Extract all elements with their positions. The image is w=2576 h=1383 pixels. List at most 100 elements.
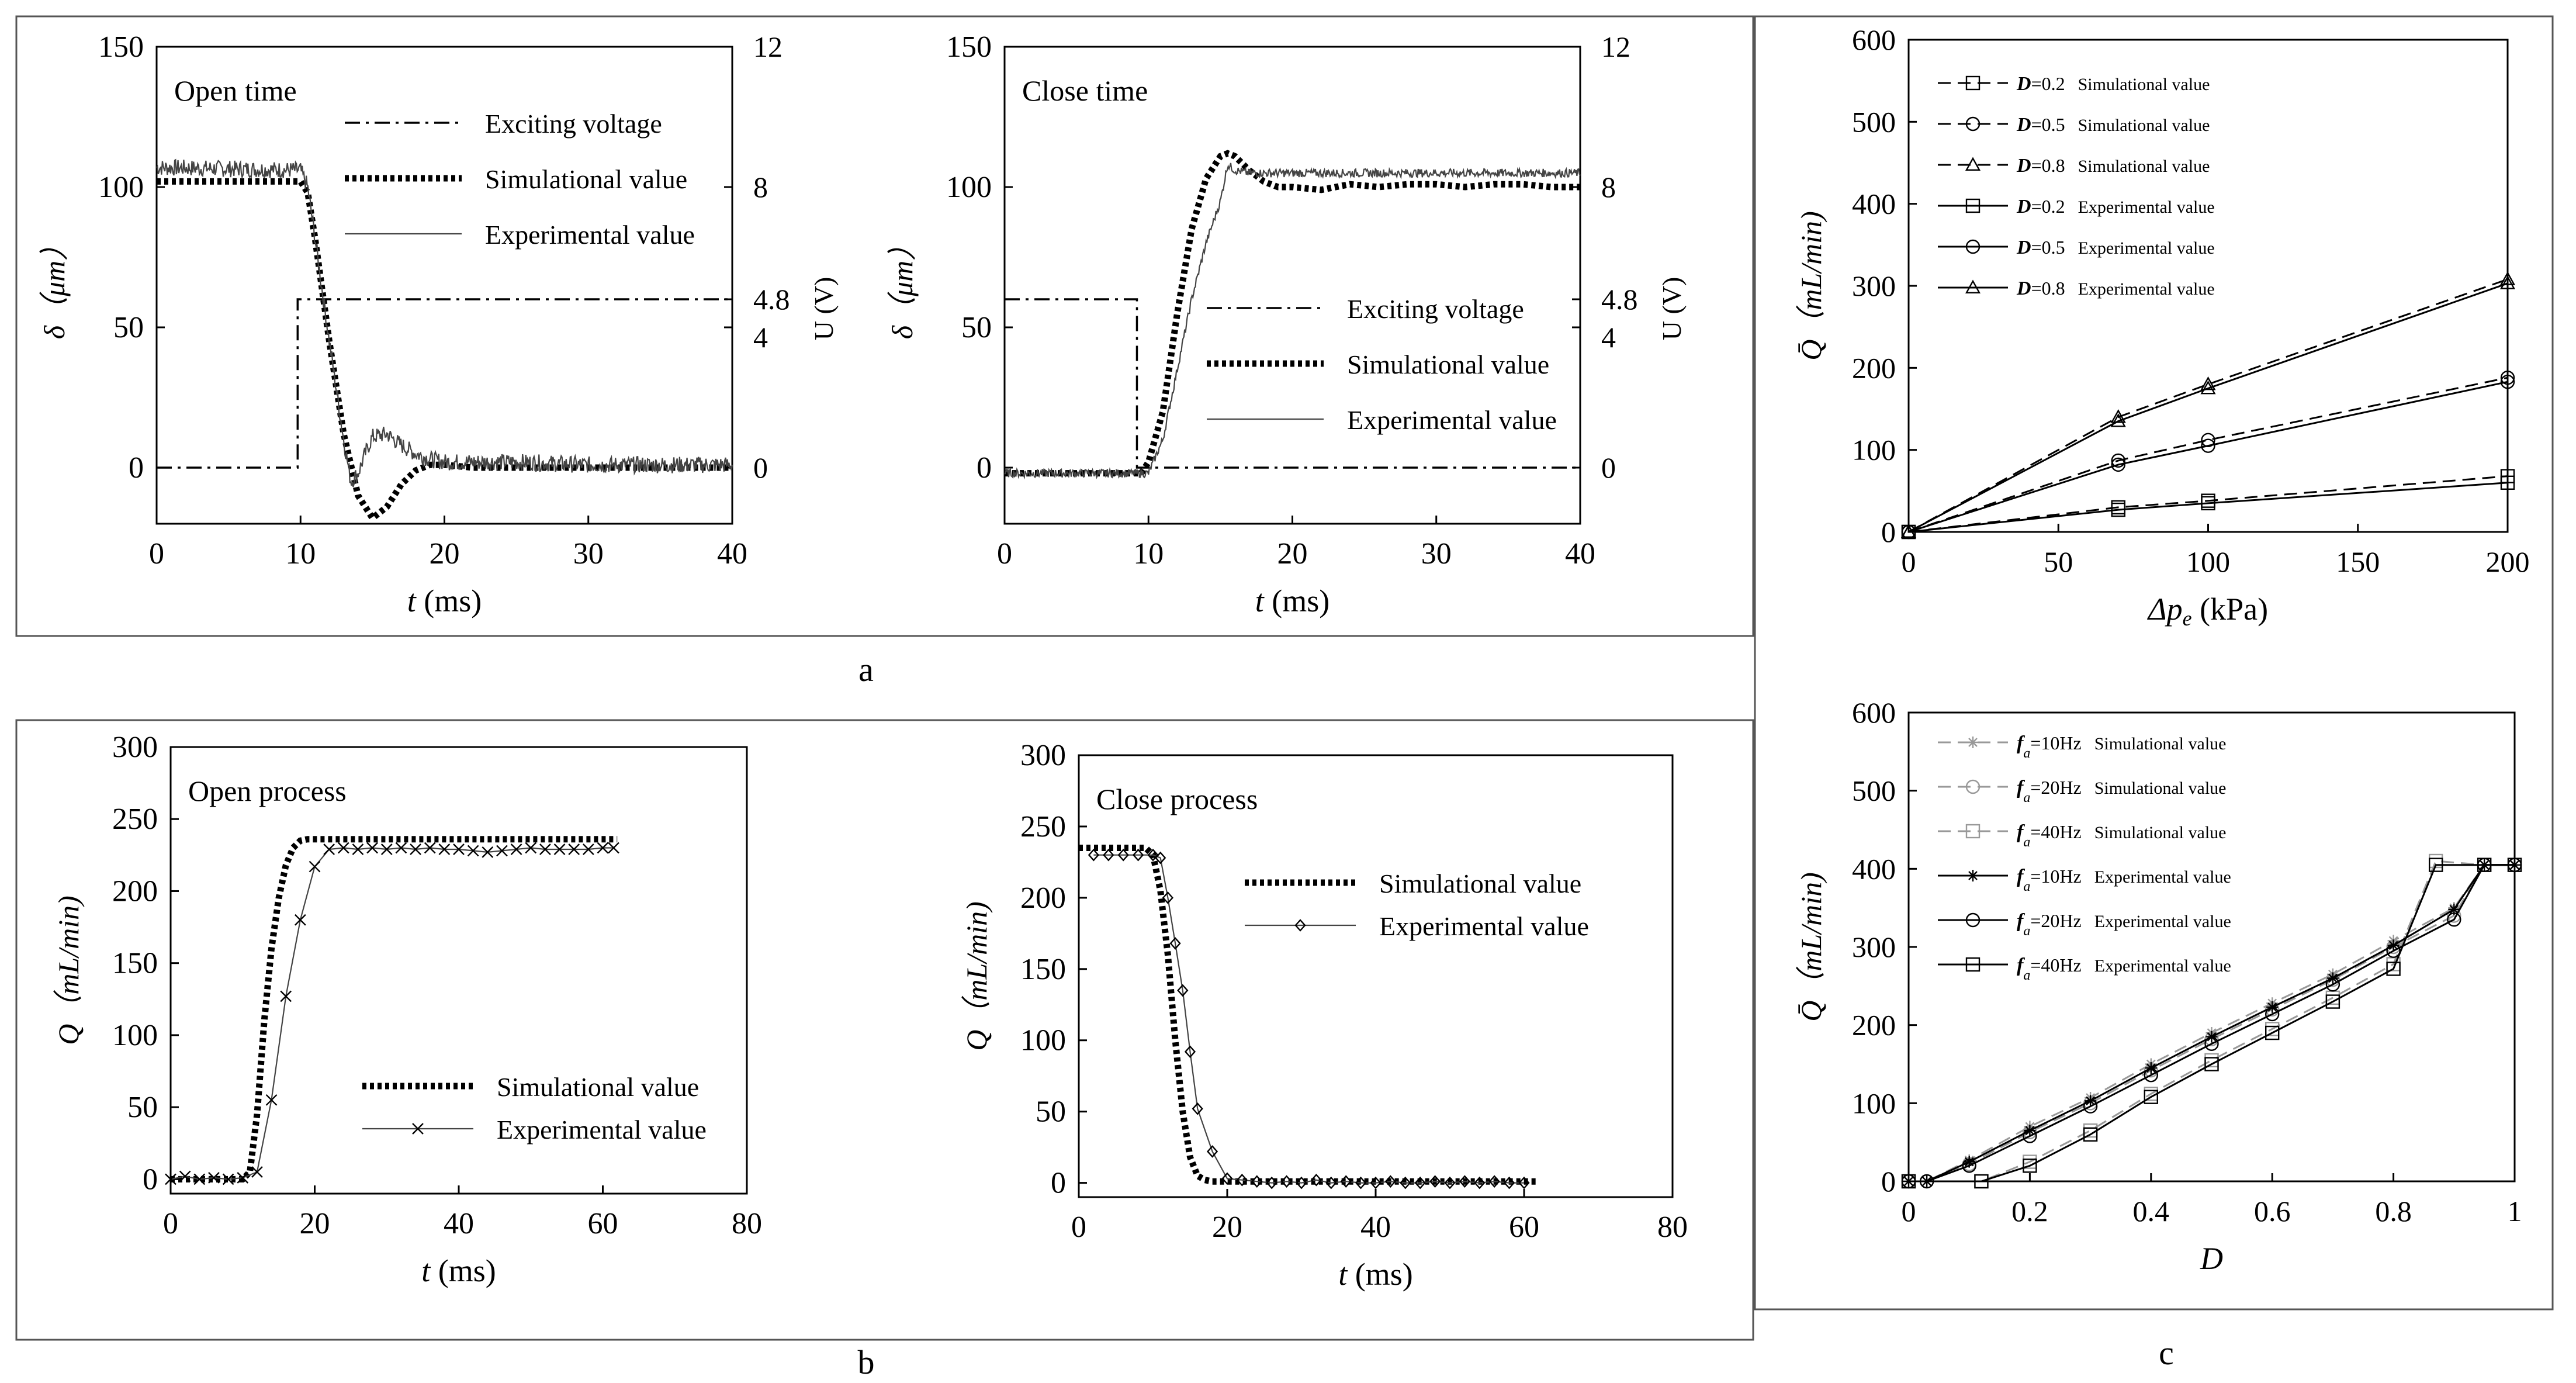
data-point-8 [2386, 962, 2401, 976]
data-point-2 [2201, 438, 2215, 453]
data-point-legend [1965, 116, 1981, 132]
y-tick-label: 300 [1852, 931, 1896, 963]
data-point-9 [295, 914, 306, 926]
x-tick-label: 30 [1421, 537, 1452, 571]
x-tick-label: 1 [2508, 1195, 2522, 1228]
series-a1-0 [157, 298, 732, 469]
y-tick-label: 200 [1852, 1009, 1896, 1042]
chart-a1: 0 10 20 30 40 0 50 100 150 0 4 4.8 8 12 U (V) t (ms) δ（μ… [38, 30, 839, 618]
data-point-24 [1400, 1176, 1411, 1190]
y-tick-label: 600 [1852, 696, 1896, 729]
series-c1-5 [1900, 275, 2516, 538]
data-point-18 [424, 842, 436, 854]
legend-entry: Experimental value [485, 220, 695, 250]
legend-entry: D=0.2 Simulational value [2016, 73, 2210, 95]
data-point-15 [380, 843, 393, 855]
series-a2-0 [1005, 298, 1580, 469]
y-tick-label: 50 [1036, 1095, 1066, 1129]
series-line [1908, 282, 2508, 533]
data-point-2 [193, 1173, 206, 1185]
data-point-8 [280, 990, 292, 1002]
y-tick-label: 0 [129, 451, 144, 485]
data-point-legend [1965, 912, 1981, 928]
data-point-21 [1355, 1176, 1367, 1190]
data-point-10 [1192, 1102, 1203, 1115]
series-a1-2 [156, 158, 733, 487]
data-point-5 [2204, 1057, 2219, 1071]
data-point-16 [395, 842, 407, 854]
data-point-2 [2200, 380, 2216, 395]
chart-a2: 0 10 20 30 40 0 50 100 150 0 4 4.8 8 12 U (V) t (ms) δ（μ… [886, 30, 1687, 618]
data-point-25 [525, 842, 537, 854]
y-tick-label: 150 [1020, 953, 1066, 986]
data-point-3 [2500, 374, 2515, 389]
y-tick-label: 150 [98, 30, 144, 64]
legend-b2: Simulational value Experimental value [1245, 869, 1589, 941]
x-tick-label: 80 [732, 1207, 762, 1240]
data-point-10 [2448, 903, 2460, 915]
x-axis-label: D [2200, 1241, 2223, 1276]
data-point-14 [366, 842, 378, 854]
series-line [1909, 864, 2515, 1183]
data-point-8 [1177, 984, 1189, 997]
data-point-17 [1296, 1176, 1307, 1190]
data-point-20 [453, 843, 465, 855]
series-line [156, 158, 733, 487]
y-axis-label: δ（μm） [38, 231, 71, 339]
data-point-6 [251, 1166, 263, 1178]
x-tick-label: 100 [2186, 545, 2230, 578]
series-line [1908, 381, 2508, 533]
legend-entry: D=0.5 Experimental value [2016, 237, 2215, 258]
y-axis-label: Q（mL/min) [960, 901, 993, 1051]
data-point-3 [2083, 1127, 2098, 1142]
y2-tick-label: 12 [1601, 30, 1630, 63]
series-line [1079, 845, 1539, 1185]
data-point-12 [1221, 1172, 1233, 1185]
panel-c-frame [1754, 15, 2554, 1311]
legend-entry: Exciting voltage [485, 109, 662, 139]
y-tick-label: 300 [112, 731, 158, 764]
data-point-24 [510, 843, 522, 855]
y-axis-label: Q̄（mL/min) [1795, 211, 1827, 361]
series-line [1909, 860, 2515, 1183]
data-point-31 [608, 842, 619, 854]
data-point-4 [2085, 1095, 2097, 1107]
x-axis-label: Δpe (kPa) [2147, 592, 2268, 630]
data-point-6 [2204, 1036, 2219, 1051]
data-point-16 [1280, 1175, 1293, 1188]
data-point-2 [2201, 496, 2215, 511]
chart-c2: 0 0.2 0.4 0.6 0.8 1 0 100 200 300 400 500 600 D Q̄（mL/… [1795, 696, 2522, 1276]
series-line [157, 178, 732, 523]
y-tick-label: 150 [112, 947, 158, 980]
y-tick-label: 150 [946, 30, 992, 64]
data-point-3 [1132, 848, 1144, 862]
data-point-29 [583, 843, 594, 855]
series-c1-3 [1901, 475, 2515, 540]
data-point-9 [1184, 1045, 1196, 1059]
x-tick-label: 0.8 [2375, 1195, 2412, 1228]
legend-entry: D=0.8 Simulational value [2016, 155, 2210, 177]
series-a1-1 [157, 178, 732, 523]
series-b2-1 [1088, 848, 1530, 1190]
data-point-11 [2507, 858, 2522, 872]
series-line [1908, 278, 2508, 533]
y-tick-label: 50 [127, 1091, 158, 1124]
data-point-legend [412, 1123, 424, 1135]
data-point-legend [1965, 279, 1981, 293]
data-point-27 [1444, 1176, 1456, 1190]
panel-label-a: a [858, 651, 874, 689]
y-tick-label: 100 [1852, 1087, 1896, 1119]
y2-tick-label: 4.8 [753, 283, 790, 316]
legend-entry: Experimental value [1347, 405, 1557, 435]
series-line [1908, 475, 2508, 533]
data-point-1 [1103, 848, 1114, 862]
data-point-legend [1965, 239, 1981, 254]
y-tick-label: 200 [112, 874, 158, 908]
data-point-23 [496, 845, 508, 857]
data-point-12 [337, 842, 349, 854]
data-point-23 [1384, 1175, 1397, 1188]
legend-a2: Exciting voltage Simulational value Experi… [1207, 294, 1557, 435]
data-point-13 [352, 843, 364, 855]
data-point-10 [309, 860, 321, 873]
